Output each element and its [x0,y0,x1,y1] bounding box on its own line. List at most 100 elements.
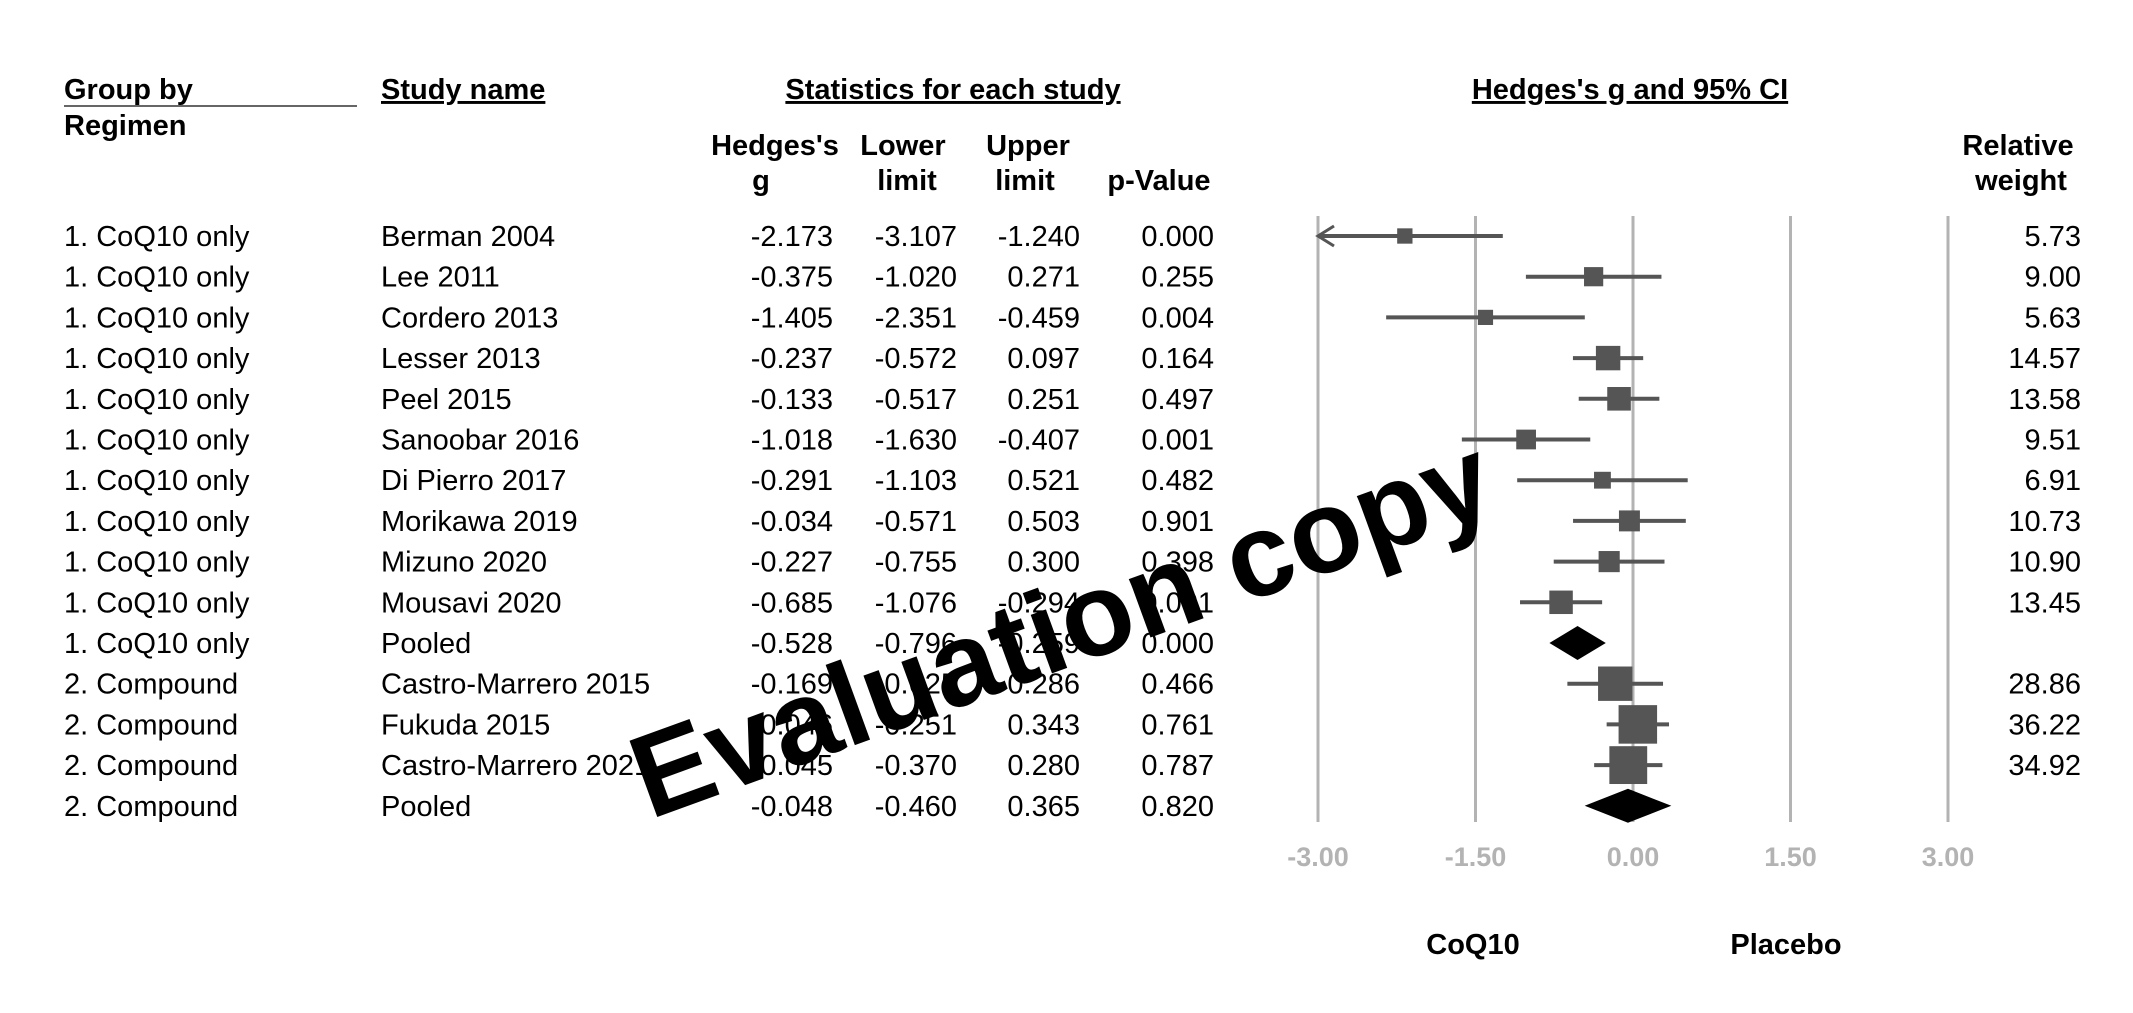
cell-p: 0.787 [1141,750,1214,782]
cell-study: Lee 2011 [381,262,500,294]
point-estimate [1595,345,1621,371]
pooled-diamond [1584,788,1672,823]
header-g-line2: g [752,165,770,197]
pooled-diamond [1549,626,1606,660]
point-estimate [1516,429,1536,450]
cell-g: -0.034 [751,506,833,538]
table-row: 1. CoQ10 only Lesser 2013 -0.237 -0.572 0.09… [64,343,2081,375]
point-estimate [1618,510,1640,532]
cell-group: 1. CoQ10 only [64,628,250,660]
cell-weight: 5.73 [2025,221,2081,253]
cell-lower: -1.020 [875,262,957,294]
cell-lower: -1.630 [875,425,957,457]
cell-group: 2. Compound [64,750,238,782]
cell-lower: -0.460 [875,791,957,823]
cell-p: 0.497 [1141,384,1214,416]
cell-weight: 9.00 [2025,262,2081,294]
cell-study: Berman 2004 [381,221,555,253]
cell-group: 2. Compound [64,791,238,823]
header-statistics: Statistics for each study [785,74,1120,106]
cell-group: 1. CoQ10 only [64,302,250,334]
point-estimate [1549,590,1573,615]
cell-group: 1. CoQ10 only [64,425,250,457]
cell-g: -0.169 [751,669,833,701]
cell-study: Lesser 2013 [381,343,541,375]
cell-lower: -1.076 [875,587,957,619]
cell-lower: -0.571 [875,506,957,538]
cell-lower: -0.572 [875,343,957,375]
table-row: 2. Compound Castro-Marrero 2015 -0.169 -0.6… [64,669,2081,701]
plot-marks [1315,224,1688,823]
cell-g: -0.045 [751,750,833,782]
cell-upper: 0.365 [1007,791,1080,823]
cell-weight: 36.22 [2008,709,2081,741]
header-weight-line2: weight [1974,165,2067,197]
table-row: 1. CoQ10 only Pooled -0.528 -0.796 -0.259 0.0… [64,628,1214,660]
cell-g: -0.375 [751,262,833,294]
header-p-value: p-Value [1107,165,1210,197]
cell-p: 0.001 [1141,587,1214,619]
tick-label: 1.50 [1764,842,1817,872]
header-lower-line1: Lower [860,130,945,162]
cell-upper: -0.459 [998,302,1080,334]
table-row: 1. CoQ10 only Lee 2011 -0.375 -1.020 0.271 0.… [64,262,2081,294]
cell-upper: 0.286 [1007,669,1080,701]
tick-label: 0.00 [1607,842,1660,872]
cell-upper: 0.503 [1007,506,1080,538]
cell-study: Peel 2015 [381,384,512,416]
cell-group: 1. CoQ10 only [64,465,250,497]
table-row: 1. CoQ10 only Cordero 2013 -1.405 -2.351 -0.… [64,302,2081,334]
cell-weight: 13.45 [2008,587,2081,619]
table-row: 1. CoQ10 only Morikawa 2019 -0.034 -0.571 0.… [64,506,2081,538]
cell-upper: -1.240 [998,221,1080,253]
header-upper-line1: Upper [986,130,1070,162]
cell-lower: -0.251 [875,709,957,741]
cell-upper: 0.280 [1007,750,1080,782]
cell-g: -0.685 [751,587,833,619]
cell-upper: -0.294 [998,587,1080,619]
cell-g: -0.048 [751,791,833,823]
cell-weight: 9.51 [2025,425,2081,457]
cell-p: 0.004 [1141,302,1214,334]
cell-study: Pooled [381,791,471,823]
cell-group: 1. CoQ10 only [64,587,250,619]
header-plot-title: Hedges's g and 95% CI [1472,74,1788,106]
cell-lower: -0.625 [875,669,957,701]
point-estimate [1594,471,1611,489]
table-row: 2. Compound Castro-Marrero 2021 -0.045 -0.3… [64,750,2081,782]
cell-g: -0.227 [751,547,833,579]
cell-p: 0.901 [1141,506,1214,538]
cell-study: Castro-Marrero 2021 [381,750,650,782]
header-g-line1: Hedges's [711,130,839,162]
cell-group: 1. CoQ10 only [64,506,250,538]
point-estimate [1618,705,1658,744]
x-axis-ticks: -3.00 -1.50 0.00 1.50 3.00 [1287,842,1974,872]
cell-g: -0.133 [751,384,833,416]
cell-p: 0.000 [1141,221,1214,253]
cell-upper: 0.097 [1007,343,1080,375]
cell-group: 2. Compound [64,669,238,701]
cell-lower: -0.370 [875,750,957,782]
header-lower-line2: limit [877,165,937,197]
cell-lower: -2.351 [875,302,957,334]
cell-group: 1. CoQ10 only [64,221,250,253]
cell-lower: -3.107 [875,221,957,253]
cell-group: 2. Compound [64,709,238,741]
cell-upper: -0.407 [998,425,1080,457]
table-row: 1. CoQ10 only Mousavi 2020 -0.685 -1.076 -0.… [64,587,2081,619]
cell-p: 0.466 [1141,669,1214,701]
cell-study: Di Pierro 2017 [381,465,566,497]
cell-group: 1. CoQ10 only [64,547,250,579]
column-headers: Group by Regimen Study name Statistics f… [64,74,2074,197]
cell-g: -0.528 [751,628,833,660]
cell-study: Sanoobar 2016 [381,425,579,457]
tick-label: -3.00 [1287,842,1349,872]
cell-weight: 14.57 [2008,343,2081,375]
cell-lower: -1.103 [875,465,957,497]
table-row: 1. CoQ10 only Sanoobar 2016 -1.018 -1.630 -0… [64,425,2081,457]
cell-group: 1. CoQ10 only [64,262,250,294]
point-estimate [1598,666,1633,701]
cell-g: -2.173 [751,221,833,253]
table-row: 1. CoQ10 only Mizuno 2020 -0.227 -0.755 0.30… [64,547,2081,579]
